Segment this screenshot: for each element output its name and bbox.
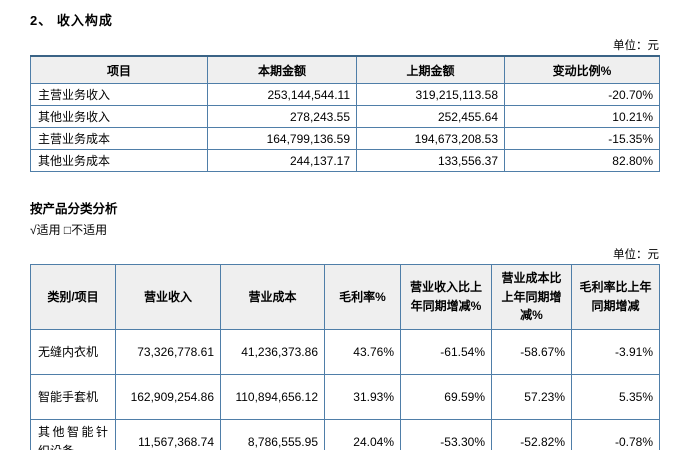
prior-amount-cell: 252,455.64	[356, 105, 505, 128]
product-category-table: 类别/项目 营业收入 营业成本 毛利率% 营业收入比上年同期增减% 营业成本比上…	[30, 264, 660, 450]
table-row: 智能手套机 162,909,254.86 110,894,656.12 31.9…	[30, 374, 660, 420]
change-ratio-cell: 10.21%	[504, 105, 660, 128]
column-header-operating-cost: 营业成本	[220, 264, 325, 330]
column-header-cost-yoy-change: 营业成本比上年同期增减%	[491, 264, 572, 330]
row-label: 主营业务收入	[30, 83, 208, 106]
prior-amount-cell: 133,556.37	[356, 149, 505, 172]
current-amount-cell: 278,243.55	[207, 105, 357, 128]
revenue-yoy-cell: 69.59%	[400, 374, 492, 420]
change-ratio-cell: -15.35%	[504, 127, 660, 150]
column-header-operating-revenue: 营业收入	[115, 264, 221, 330]
revenue-cell: 11,567,368.74	[115, 419, 221, 450]
unit-label-2: 单位：元	[613, 249, 659, 261]
table-header-row: 类别/项目 营业收入 营业成本 毛利率% 营业收入比上年同期增减% 营业成本比上…	[30, 264, 660, 330]
column-header-current-amount: 本期金额	[207, 55, 357, 84]
gross-margin-cell: 31.93%	[324, 374, 401, 420]
gross-margin-cell: 43.76%	[324, 329, 401, 375]
column-header-revenue-yoy-change: 营业收入比上年同期增减%	[400, 264, 492, 330]
table-row: 主营业务成本 164,799,136.59 194,673,208.53 -15…	[30, 127, 660, 150]
gross-margin-cell: 24.04%	[324, 419, 401, 450]
revenue-cell: 73,326,778.61	[115, 329, 221, 375]
change-ratio-cell: -20.70%	[504, 83, 660, 106]
margin-yoy-cell: -0.78%	[571, 419, 660, 450]
row-label: 其他业务收入	[30, 105, 208, 128]
cost-cell: 110,894,656.12	[220, 374, 325, 420]
current-amount-cell: 244,137.17	[207, 149, 357, 172]
column-header-margin-yoy-change: 毛利率比上年同期增减	[571, 264, 660, 330]
row-label: 其他业务成本	[30, 149, 208, 172]
table-row: 其他业务收入 278,243.55 252,455.64 10.21%	[30, 105, 660, 128]
table-row: 其他智能针织设备 11,567,368.74 8,786,555.95 24.0…	[30, 419, 660, 450]
row-label: 主营业务成本	[30, 127, 208, 150]
product-label: 无缝内衣机	[30, 329, 116, 375]
column-header-item: 项目	[30, 55, 208, 84]
revenue-yoy-cell: -61.54%	[400, 329, 492, 375]
current-amount-cell: 164,799,136.59	[207, 127, 357, 150]
current-amount-cell: 253,144,544.11	[207, 83, 357, 106]
table-header-row: 项目 本期金额 上期金额 变动比例%	[30, 55, 660, 84]
revenue-cell: 162,909,254.86	[115, 374, 221, 420]
product-label: 其他智能针织设备	[30, 419, 116, 450]
table-row: 无缝内衣机 73,326,778.61 41,236,373.86 43.76%…	[30, 329, 660, 375]
section-title: 2、 收入构成	[30, 13, 113, 28]
applicable-indicator: √适用 □不适用	[30, 223, 108, 237]
cost-yoy-cell: -58.67%	[491, 329, 572, 375]
cost-cell: 8,786,555.95	[220, 419, 325, 450]
table-row: 其他业务成本 244,137.17 133,556.37 82.80%	[30, 149, 660, 172]
column-header-category: 类别/项目	[30, 264, 116, 330]
column-header-prior-amount: 上期金额	[356, 55, 505, 84]
margin-yoy-cell: -3.91%	[571, 329, 660, 375]
cost-yoy-cell: 57.23%	[491, 374, 572, 420]
subsection-title: 按产品分类分析	[30, 202, 118, 216]
table-row: 主营业务收入 253,144,544.11 319,215,113.58 -20…	[30, 83, 660, 106]
revenue-yoy-cell: -53.30%	[400, 419, 492, 450]
cost-cell: 41,236,373.86	[220, 329, 325, 375]
column-header-gross-margin: 毛利率%	[324, 264, 401, 330]
cost-yoy-cell: -52.82%	[491, 419, 572, 450]
revenue-composition-table: 项目 本期金额 上期金额 变动比例% 主营业务收入 253,144,544.11…	[30, 55, 660, 172]
prior-amount-cell: 319,215,113.58	[356, 83, 505, 106]
unit-label-1: 单位：元	[613, 40, 659, 52]
change-ratio-cell: 82.80%	[504, 149, 660, 172]
margin-yoy-cell: 5.35%	[571, 374, 660, 420]
prior-amount-cell: 194,673,208.53	[356, 127, 505, 150]
column-header-change-ratio: 变动比例%	[504, 55, 660, 84]
product-label: 智能手套机	[30, 374, 116, 420]
